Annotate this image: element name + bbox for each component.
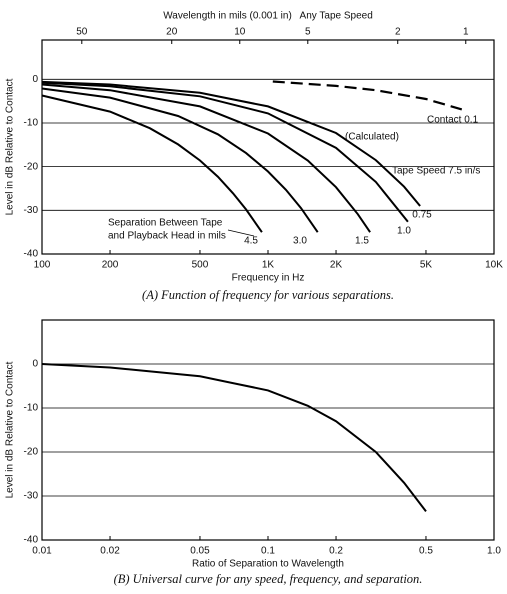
curve <box>41 83 371 233</box>
curve <box>272 80 463 111</box>
series-label: Contact 0.1 <box>427 115 479 126</box>
pointer <box>227 229 255 237</box>
curve <box>41 80 421 207</box>
plot-frame <box>41 319 495 541</box>
annotation: and Playback Head in mils <box>108 231 226 242</box>
x2-tick-label: 5 <box>305 27 311 38</box>
x-tick-label: 0.02 <box>100 546 120 557</box>
y-axis-label: Level in dB Relative to Contact <box>5 78 16 215</box>
x-tick-label: 200 <box>102 260 119 271</box>
curve <box>41 81 409 223</box>
x-axis-label: Frequency in Hz <box>232 273 305 284</box>
series-label: 4.5 <box>244 236 258 247</box>
x2-tick-label: 1 <box>463 27 469 38</box>
y-tick-label: 0 <box>32 359 38 370</box>
x-tick-label: 0.01 <box>32 546 52 557</box>
y-tick-label: -10 <box>24 403 39 414</box>
y-tick-label: -40 <box>24 249 39 260</box>
curve <box>41 94 263 233</box>
y-tick-label: 0 <box>32 74 38 85</box>
x2-tick-label: 20 <box>166 27 178 38</box>
curve <box>41 87 319 233</box>
y-tick-label: -20 <box>24 161 39 172</box>
x-tick-label: 1K <box>262 260 275 271</box>
series-label: 3.0 <box>293 236 307 247</box>
series-label: 1.0 <box>397 226 411 237</box>
x-axis-label: Ratio of Separation to Wavelength <box>192 559 344 570</box>
annotation: Separation Between Tape <box>108 218 223 229</box>
x-tick-label: 0.05 <box>190 546 210 557</box>
x-tick-label: 2K <box>330 260 343 271</box>
annotation: Tape Speed 7.5 in/s <box>392 166 480 177</box>
x-tick-label: 1.0 <box>487 546 501 557</box>
x-tick-label: 0.2 <box>329 546 343 557</box>
annotation: (Calculated) <box>345 132 399 143</box>
series-label: 0.75 <box>412 210 432 221</box>
curve <box>41 363 427 513</box>
series-label: 1.5 <box>355 236 369 247</box>
y-tick-label: -30 <box>24 491 39 502</box>
x-tick-label: 10K <box>485 260 503 271</box>
y-tick-label: -30 <box>24 205 39 216</box>
y-tick-label: -40 <box>24 535 39 546</box>
x2-axis-label: Wavelength in mils (0.001 in) Any Tape S… <box>163 11 373 22</box>
x-tick-label: 0.1 <box>261 546 275 557</box>
x-tick-label: 500 <box>192 260 209 271</box>
x2-tick-label: 10 <box>234 27 246 38</box>
y-axis-label: Level in dB Relative to Contact <box>5 361 16 498</box>
x2-tick-label: 50 <box>76 27 88 38</box>
x2-tick-label: 2 <box>395 27 401 38</box>
y-tick-label: -10 <box>24 118 39 129</box>
caption: (A) Function of frequency for various se… <box>142 288 394 302</box>
caption: (B) Universal curve for any speed, frequ… <box>114 572 423 586</box>
x-tick-label: 0.5 <box>419 546 433 557</box>
y-tick-label: -20 <box>24 447 39 458</box>
x-tick-label: 5K <box>420 260 433 271</box>
x-tick-label: 100 <box>34 260 51 271</box>
